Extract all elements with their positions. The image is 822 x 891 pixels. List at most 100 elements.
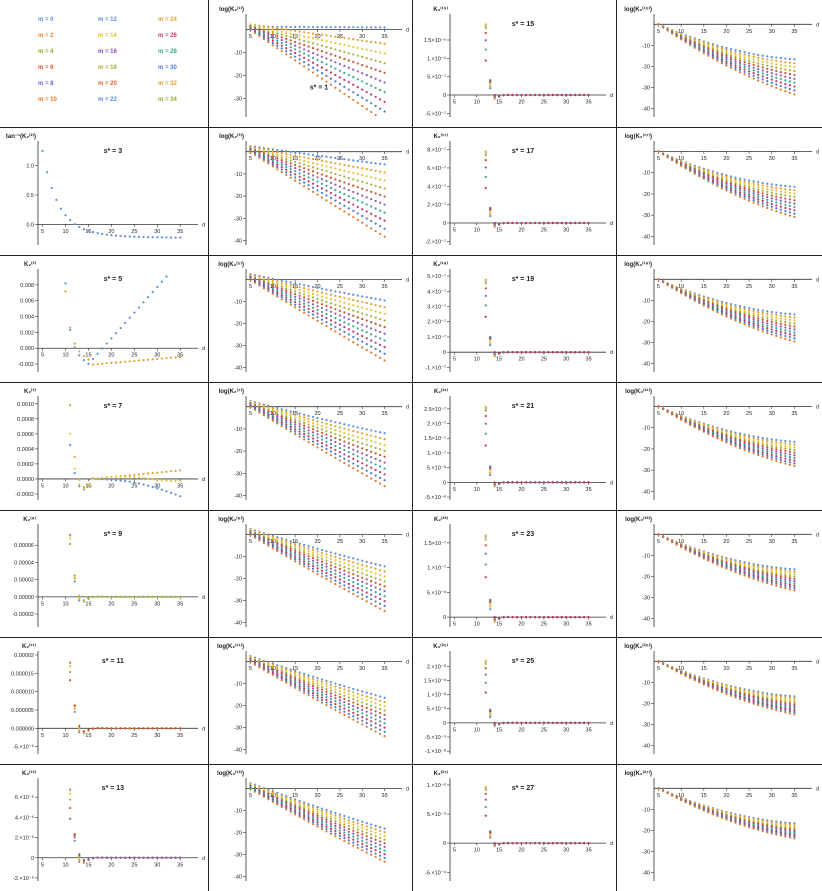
data-point: [303, 674, 306, 678]
data-point: [110, 361, 113, 364]
data-point: [267, 27, 270, 31]
data-point: [361, 589, 364, 592]
data-point: [307, 187, 310, 191]
x-tick-label: 10: [474, 727, 480, 733]
data-point: [383, 52, 386, 55]
data-point: [515, 93, 519, 97]
x-tick-label: 35: [177, 862, 183, 868]
data-point: [298, 300, 301, 303]
data-point: [720, 52, 724, 56]
data-point: [151, 856, 154, 859]
data-point: [484, 59, 487, 62]
data-point: [365, 90, 368, 94]
data-point: [325, 550, 328, 553]
data-point: [329, 815, 333, 818]
data-point: [316, 297, 319, 300]
data-point: [311, 428, 315, 431]
data-point: [352, 701, 355, 704]
data-point: [374, 595, 377, 598]
data-point: [78, 727, 81, 730]
data-point: [289, 540, 292, 543]
data-point: [383, 827, 386, 830]
data-point: [725, 48, 728, 52]
data-point: [338, 174, 341, 177]
data-point: [784, 57, 787, 60]
data-point: [147, 358, 150, 361]
data-point: [383, 853, 386, 856]
data-point: [137, 482, 141, 485]
data-point: [151, 290, 154, 294]
data-point: [303, 170, 306, 173]
data-point: [280, 411, 283, 415]
data-point: [298, 38, 301, 41]
data-point: [356, 469, 359, 472]
x-tick-label: 15: [496, 100, 502, 106]
x-tick-label: 25: [131, 229, 137, 235]
data-point: [142, 472, 145, 476]
data-point: [788, 61, 791, 64]
y-tick-label: -0.002: [18, 362, 34, 368]
data-point: [779, 77, 782, 81]
data-point: [538, 351, 541, 354]
x-axis-label: d: [610, 93, 613, 99]
data-point: [343, 449, 346, 452]
data-point: [365, 595, 368, 598]
data-point: [280, 550, 283, 553]
data-point: [752, 71, 755, 75]
data-point: [73, 839, 76, 842]
data-point: [775, 69, 778, 73]
data-point: [338, 49, 341, 52]
data-point: [370, 692, 373, 696]
data-point: [276, 163, 279, 167]
data-point: [311, 310, 315, 313]
data-point: [289, 545, 292, 549]
data-point: [320, 182, 324, 185]
data-point: [338, 434, 341, 437]
data-point: [276, 47, 279, 50]
data-point: [294, 287, 297, 290]
data-point: [311, 25, 315, 29]
data-point: [289, 283, 292, 287]
data-point: [379, 178, 382, 181]
data-point: [365, 65, 368, 68]
data-point: [303, 550, 306, 554]
y-axis-label: log(K₂⁽⁹⁾): [218, 516, 244, 523]
data-point: [489, 214, 492, 218]
data-point: [374, 452, 377, 455]
data-point: [311, 687, 315, 690]
data-point: [82, 858, 85, 862]
data-point: [334, 321, 337, 324]
data-point: [725, 58, 728, 61]
y-tick-label: -40: [642, 107, 650, 113]
x-axis-label: d: [202, 856, 205, 862]
data-point: [325, 296, 328, 299]
y-tick-label: -40: [234, 875, 242, 881]
data-point: [365, 348, 368, 352]
y-tick-label: -20: [234, 74, 242, 80]
data-point: [347, 207, 350, 210]
data-point: [352, 718, 355, 721]
data-point: [361, 452, 364, 455]
data-point: [289, 421, 292, 424]
data-point: [356, 699, 359, 702]
data-point: [311, 437, 315, 440]
data-point: [334, 299, 337, 302]
data-point: [370, 830, 373, 833]
data-point: [87, 229, 90, 232]
data-point: [343, 335, 346, 338]
data-point: [174, 356, 177, 359]
data-point: [267, 150, 270, 154]
data-point: [105, 233, 108, 236]
data-point: [307, 567, 310, 571]
data-point: [374, 354, 377, 357]
data-point: [280, 289, 283, 293]
y-tick-label: -30: [642, 86, 650, 92]
data-point: [560, 221, 563, 225]
data-point: [338, 319, 341, 322]
data-point: [352, 443, 355, 447]
data-point: [311, 313, 315, 316]
data-point: [334, 67, 337, 70]
data-point: [352, 53, 355, 56]
data-point: [720, 54, 724, 57]
data-point: [128, 235, 131, 238]
